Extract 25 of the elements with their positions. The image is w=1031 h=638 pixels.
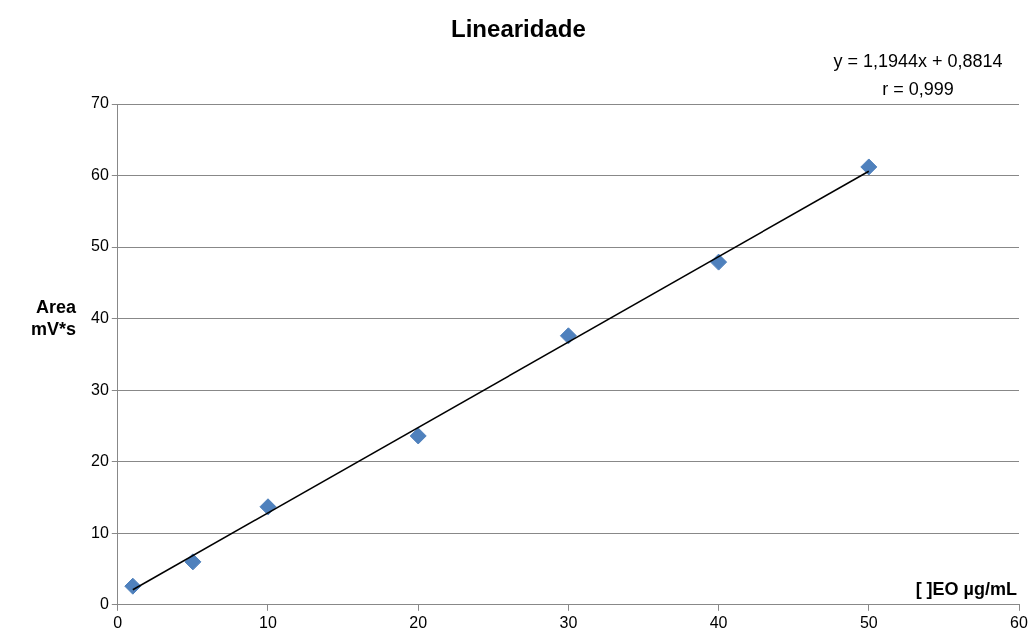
point [860,158,878,176]
text: y = 1,1944x + 0,8814 [833,50,1003,71]
x-tick-label: 20 [409,613,428,631]
point [184,553,202,571]
x-tick-label: 60 [1010,613,1028,631]
point [409,427,427,445]
y-tick-label: 30 [91,380,109,398]
y-tick-label: 0 [99,595,109,613]
point [259,498,277,516]
x-axis-title: [ ]EO µg/mL [915,578,1017,599]
x-tick-label: 0 [113,613,123,631]
y-axis-title: Area mV*s [30,296,77,339]
y-tick-label: 50 [91,237,109,255]
text: r = 0,999 [882,78,954,99]
y-tick-label: 40 [91,309,109,327]
y-tick-label: 20 [91,452,109,470]
x-tick-label: 10 [259,613,277,631]
x-tick-label: 50 [859,613,878,631]
x-tick-label: 40 [709,613,728,631]
y-tick-label: 10 [91,523,109,541]
y-tick-label: 70 [91,94,109,112]
x-tick-label: 30 [559,613,578,631]
y-tick-label: 60 [91,165,109,183]
chart-title: Linearidade [451,14,586,42]
point [559,327,577,345]
